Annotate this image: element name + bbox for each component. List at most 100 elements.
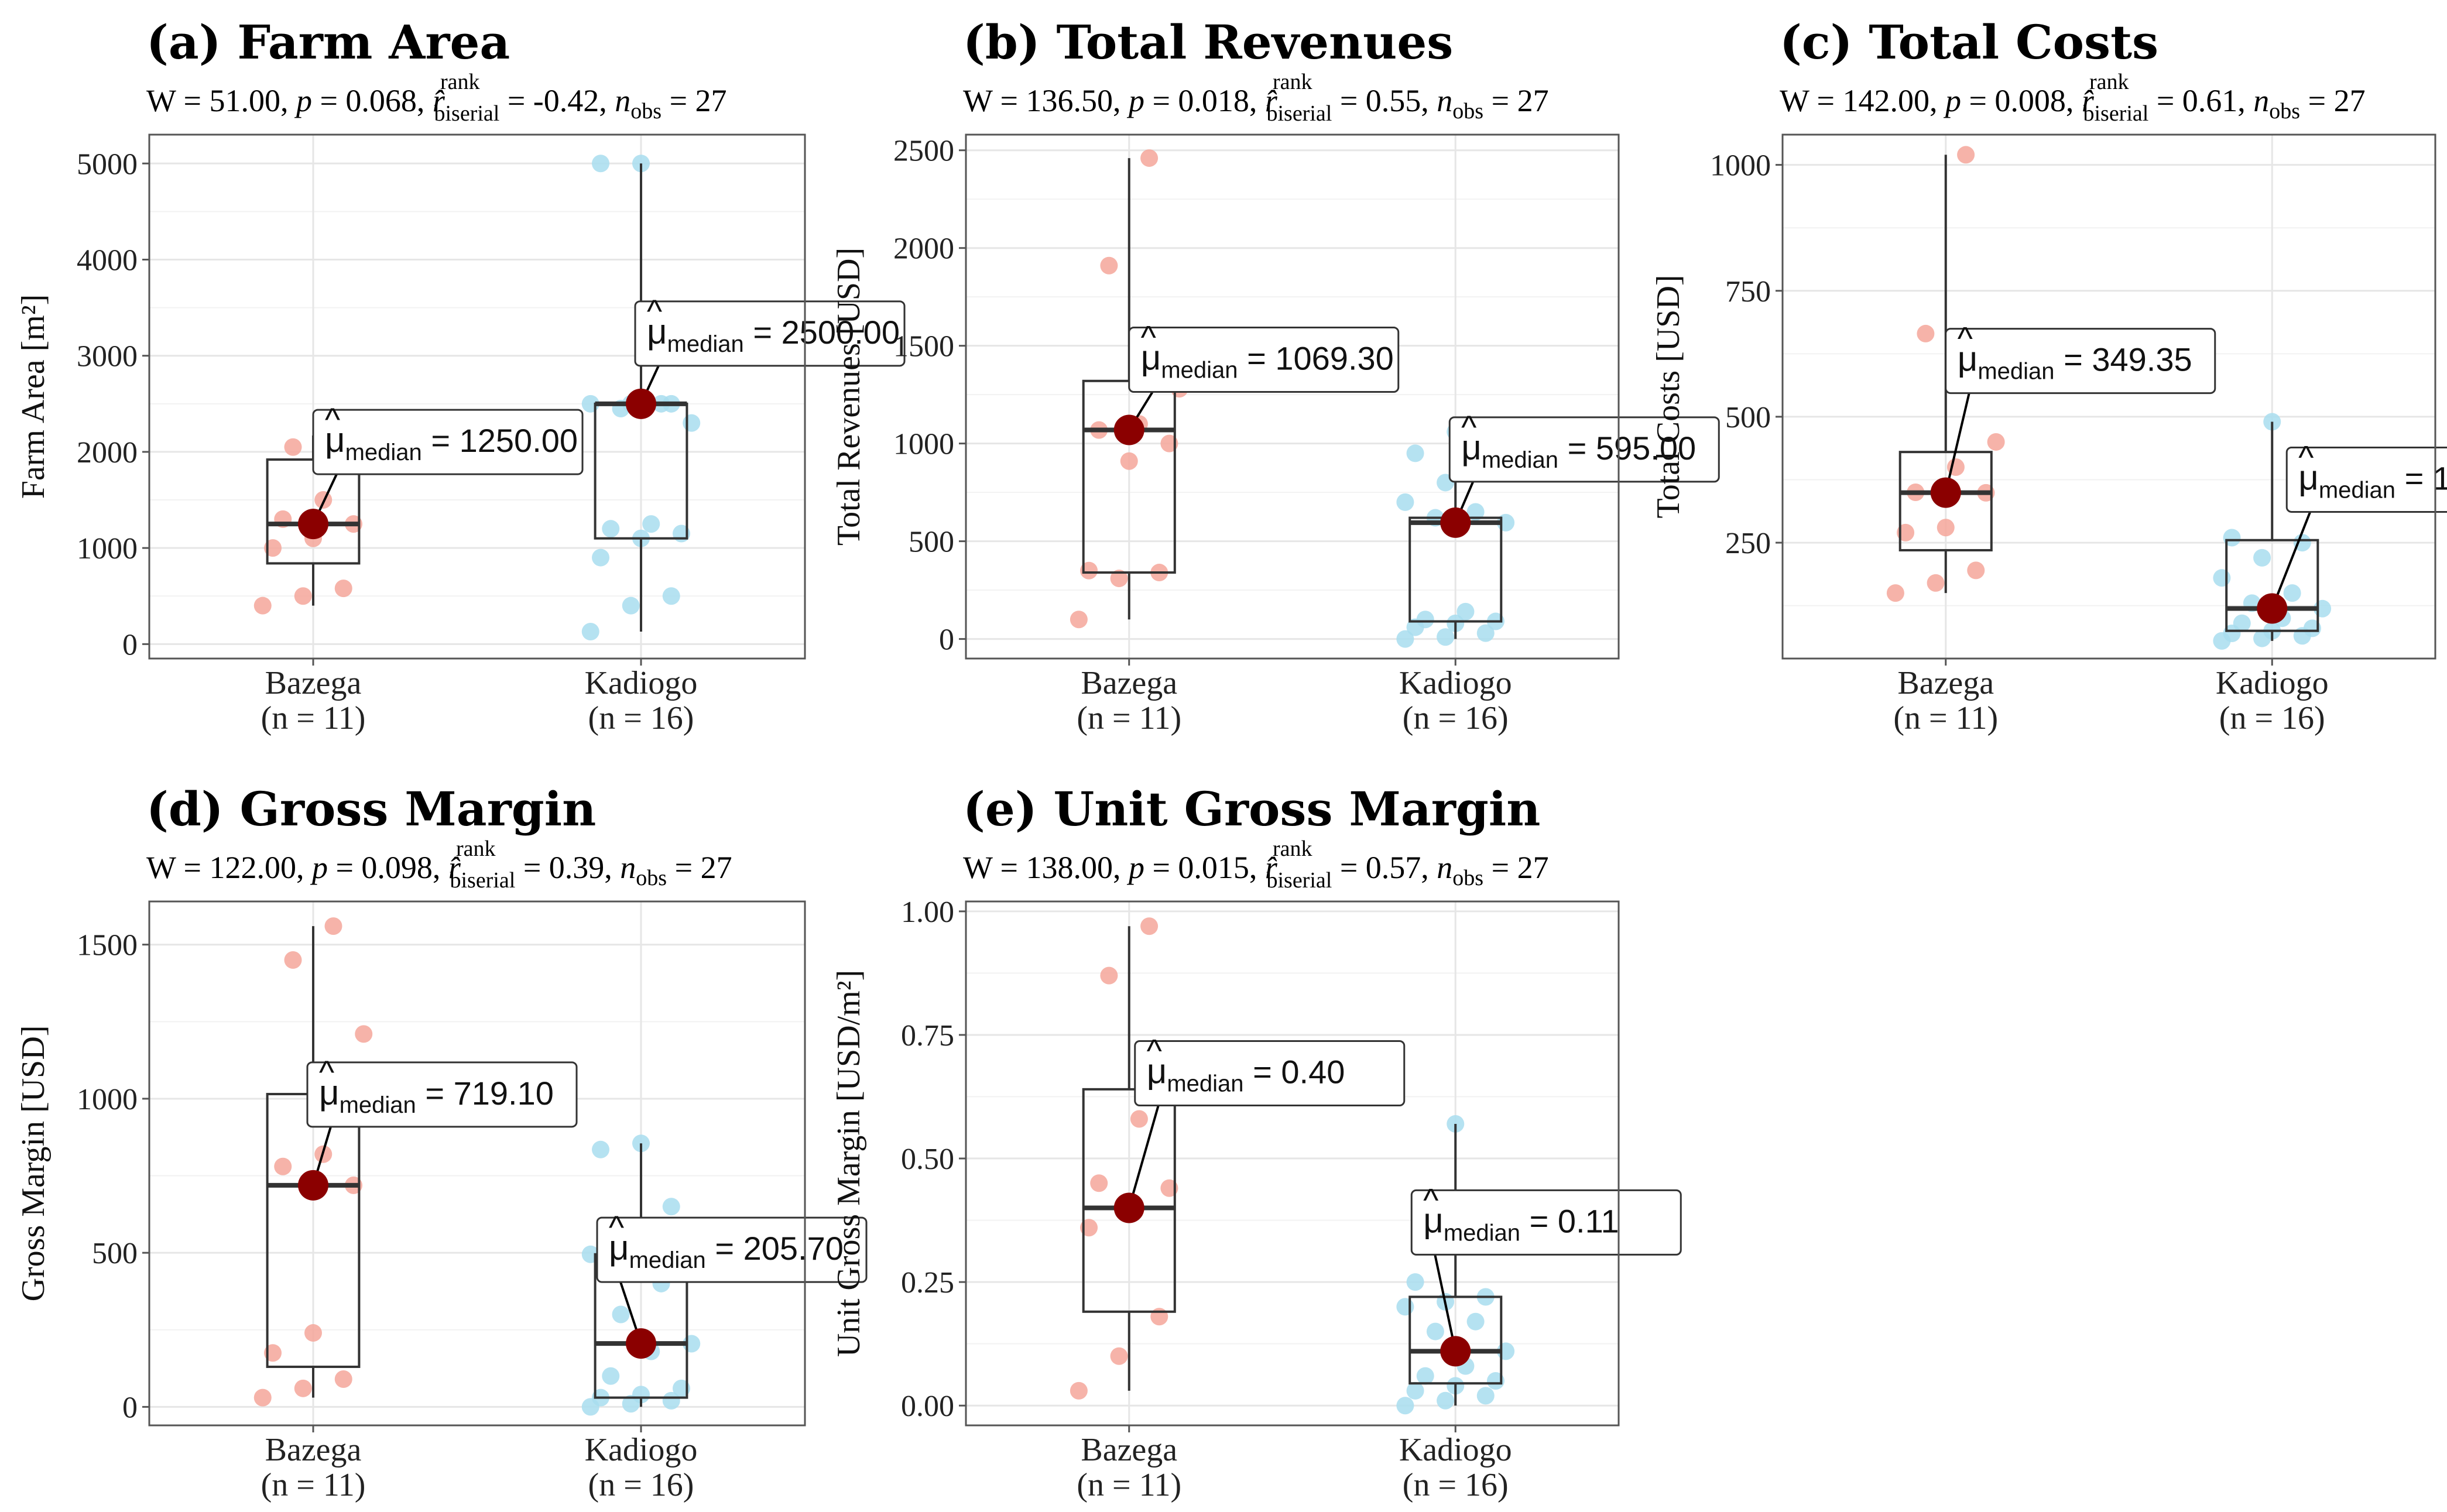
hat-mark: ^: [1147, 1032, 1162, 1069]
data-point: [2253, 548, 2271, 567]
data-point: [355, 1025, 373, 1043]
data-point: [1070, 611, 1088, 629]
box: [1082, 1088, 1176, 1313]
panel-title: (b) Total Revenues: [963, 15, 1453, 70]
median-label-box: [1128, 327, 1400, 393]
x-category-label: Kadiogo: [1399, 665, 1512, 701]
x-category-n: (n = 11): [1893, 700, 1998, 736]
data-point: [612, 1305, 630, 1324]
x-category-label: Kadiogo: [585, 1432, 698, 1468]
box: [1408, 1295, 1503, 1385]
panel-title: (a) Farm Area: [146, 15, 510, 70]
y-axis-label: Unit Gross Margin [USD/m²]: [831, 970, 867, 1357]
data-point: [1957, 146, 1975, 164]
data-point: [632, 1386, 650, 1404]
hat-mark: ^: [319, 1054, 334, 1091]
panel-title: (d) Gross Margin: [146, 781, 596, 836]
label-connector: [1434, 1254, 1457, 1352]
data-point: [334, 580, 352, 598]
stats-subtitle: W = 138.00, p = 0.015, r̂rank biserial = …: [963, 836, 1549, 893]
data-point: [304, 1324, 322, 1342]
plot-area: [966, 901, 1619, 1425]
data-point: [642, 515, 660, 533]
data-point: [662, 587, 680, 605]
hat-mark: ^: [1958, 320, 1973, 357]
median-marker: [626, 1328, 656, 1359]
median-label: μmedian = 205.70: [609, 1228, 844, 1273]
y-tick-label: 5000: [77, 148, 138, 181]
median-label-box: [634, 300, 906, 367]
y-tick-label: 0.50: [901, 1143, 954, 1176]
median-label: μmedian = 719.10: [319, 1073, 554, 1118]
y-tick-label: 1500: [893, 330, 954, 364]
data-point: [1406, 444, 1424, 462]
y-tick-label: 750: [1725, 275, 1771, 308]
plot-frame: [148, 900, 806, 1427]
data-point: [592, 548, 610, 567]
group-kadiogo: [2213, 413, 2332, 650]
data-point: [1426, 1322, 1444, 1340]
hat-mark: ^: [1423, 1181, 1438, 1218]
label-connector: [1944, 393, 1970, 493]
x-category-n: (n = 11): [1077, 1467, 1181, 1503]
y-tick-label: 2000: [893, 232, 954, 266]
x-category-n: (n = 16): [588, 1467, 694, 1503]
x-category-label: Bazega: [1897, 665, 1994, 701]
median-label-box: [1134, 1040, 1406, 1106]
data-point: [1466, 1312, 1485, 1331]
plot-layer: [253, 155, 701, 641]
x-category-n: (n = 16): [1403, 700, 1509, 736]
data-point: [1100, 256, 1118, 275]
plot-frame: [965, 900, 1620, 1427]
median-label: μmedian = 1250.00: [325, 420, 578, 465]
data-point: [1070, 1381, 1088, 1400]
data-point: [1466, 503, 1485, 521]
data-point: [1416, 611, 1434, 629]
data-point: [1937, 519, 1955, 537]
plot-frame: [148, 133, 806, 660]
plot-area: [966, 135, 1619, 659]
data-point: [1396, 1397, 1414, 1415]
data-point: [1150, 1308, 1168, 1326]
y-tick-label: 500: [1725, 401, 1771, 434]
y-axis-label: Total Costs [USD]: [1650, 275, 1687, 518]
data-point: [662, 1391, 680, 1410]
y-tick-label: 2500: [893, 135, 954, 168]
panel-title: (c) Total Costs: [1780, 15, 2158, 70]
median-label-box: [1945, 328, 2216, 395]
data-point: [253, 1388, 272, 1407]
x-category-n: (n = 11): [1077, 700, 1181, 736]
data-point: [1396, 493, 1414, 511]
data-point: [1110, 1347, 1128, 1365]
data-point: [274, 1157, 292, 1175]
median-marker: [298, 509, 328, 540]
data-point: [662, 1198, 680, 1216]
data-point: [1090, 1174, 1108, 1192]
data-point: [294, 1379, 312, 1397]
median-label: μmedian = 1069.30: [1141, 338, 1394, 383]
data-point: [1130, 1110, 1148, 1128]
label-connector: [1127, 1105, 1160, 1209]
median-marker: [1440, 1336, 1471, 1367]
median-marker: [1440, 507, 1471, 538]
y-tick-label: 0.25: [901, 1266, 954, 1300]
median-label-box: [1410, 1189, 1682, 1256]
y-tick-label: 3000: [77, 340, 138, 373]
y-tick-label: 0: [122, 1391, 138, 1424]
data-point: [622, 596, 640, 615]
median-label: μmedian = 349.35: [1958, 340, 2192, 385]
y-axis-label: Total Revenues [USD]: [831, 248, 867, 546]
y-tick-label: 1.00: [901, 896, 954, 929]
y-tick-label: 0.75: [901, 1019, 954, 1052]
data-point: [1886, 584, 1904, 602]
data-point: [284, 951, 302, 969]
x-category-n: (n = 16): [1403, 1467, 1509, 1503]
plot-layer: [1070, 917, 1515, 1415]
median-label-box: [306, 1061, 578, 1128]
median-marker: [626, 388, 656, 419]
y-tick-label: 2000: [77, 436, 138, 469]
x-category-n: (n = 16): [2219, 700, 2325, 736]
